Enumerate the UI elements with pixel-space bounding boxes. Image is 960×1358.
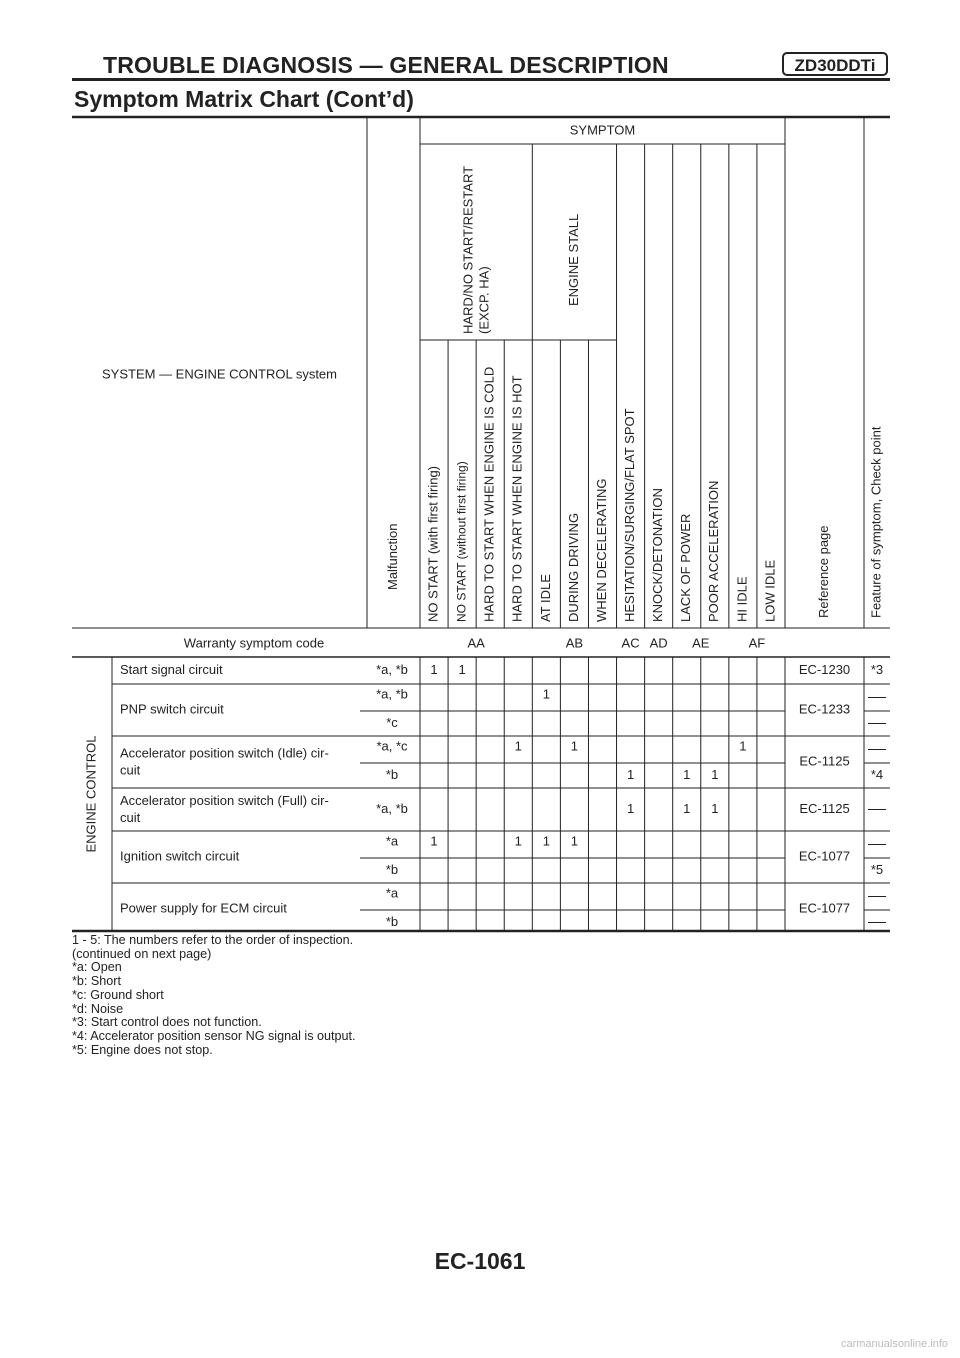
malfunction-item-name: cuit [120, 810, 141, 825]
footnote-line: *4: Accelerator position sensor NG signa… [72, 1028, 356, 1043]
footnote-line: 1 - 5: The numbers refer to the order of… [72, 933, 354, 947]
symptom-column-header: POOR ACCELERATION [706, 481, 721, 622]
symptom-column-header: HARD TO START WHEN ENGINE IS COLD [482, 367, 497, 622]
footnote-line: *5: Engine does not stop. [72, 1042, 213, 1057]
header-rule [72, 78, 890, 81]
reference-page: EC-1125 [799, 753, 849, 768]
reference-page: EC-1077 [799, 848, 850, 863]
feature-header: Feature of symptom, Check point [868, 426, 883, 618]
symptom-column-header: WHEN DECELERATING [594, 479, 609, 623]
warranty-code: AE [692, 635, 710, 650]
engine-code-badge: ZD30DDTi [782, 52, 888, 76]
failure-mode: *a, *b [376, 662, 408, 677]
reference-page: EC-1230 [799, 662, 850, 677]
inspection-order-mark: 1 [543, 833, 550, 848]
failure-mode: *b [386, 914, 398, 929]
warranty-code: AD [650, 635, 668, 650]
category-engine-control: ENGINE CONTROL [83, 735, 98, 852]
reference-page: EC-1125 [799, 801, 849, 816]
inspection-order-mark: 1 [739, 738, 746, 753]
inspection-order-mark: 1 [627, 767, 634, 782]
inspection-order-mark: 1 [683, 801, 690, 816]
failure-mode: *c [386, 715, 398, 730]
malfunction-item-name: Ignition switch circuit [120, 848, 240, 863]
failure-mode: *a [386, 885, 399, 900]
reference-page-header: Reference page [816, 525, 831, 618]
group-header-engine-stall: ENGINE STALL [566, 214, 581, 306]
malfunction-item-name: Accelerator position switch (Idle) cir- [120, 745, 329, 760]
feature-note: *3 [871, 662, 883, 677]
failure-mode: *a, *b [376, 686, 408, 701]
symptom-column-header: NO START (with first firing) [425, 466, 440, 622]
warranty-code: AA [467, 635, 485, 650]
inspection-order-mark: 1 [515, 738, 522, 753]
failure-mode: *b [386, 862, 398, 877]
group-header-hard-start-sub: (EXCP. HA) [477, 266, 492, 334]
watermark: carmanualsonline.info [840, 1338, 948, 1350]
warranty-code: AB [566, 635, 583, 650]
failure-mode: *b [386, 767, 398, 782]
failure-mode: *a [386, 833, 399, 848]
footnote-line: *a: Open [72, 960, 122, 975]
inspection-order-mark: 1 [430, 833, 437, 848]
failure-mode: *a, *b [376, 801, 408, 816]
inspection-order-mark: 1 [458, 662, 465, 677]
footnotes: 1 - 5: The numbers refer to the order of… [72, 933, 356, 1057]
symptom-column-header: HI IDLE [734, 576, 749, 622]
symptom-header: SYMPTOM [570, 122, 636, 137]
footnote-line: *b: Short [72, 974, 122, 989]
inspection-order-mark: 1 [515, 833, 522, 848]
group-header-hard-start: HARD/NO START/RESTART [461, 166, 476, 334]
symptom-column-header: LOW IDLE [762, 560, 777, 622]
inspection-order-mark: 1 [627, 801, 634, 816]
malfunction-header: Malfunction [385, 524, 400, 590]
footnote-line: *d: Noise [72, 1001, 124, 1016]
inspection-order-mark: 1 [543, 686, 550, 701]
symptom-column-header: LACK OF POWER [678, 514, 693, 622]
feature-note: *5 [871, 862, 883, 877]
malfunction-item-name: PNP switch circuit [120, 701, 224, 716]
footnote-line: (continued on next page) [72, 946, 212, 961]
malfunction-item-name: cuit [120, 762, 141, 777]
footnote-line: *c: Ground short [72, 987, 164, 1002]
page-subtitle: Symptom Matrix Chart (Cont’d) [74, 86, 414, 112]
inspection-order-mark: 1 [711, 801, 718, 816]
reference-page: EC-1077 [799, 900, 850, 915]
symptom-column-header: NO START (without first firing) [454, 461, 468, 622]
symptom-column-header: DURING DRIVING [566, 513, 581, 622]
warranty-symptom-label: Warranty symptom code [184, 635, 324, 650]
malfunction-item-name: Accelerator position switch (Full) cir- [120, 793, 329, 808]
inspection-order-mark: 1 [711, 767, 718, 782]
inspection-order-mark: 1 [683, 767, 690, 782]
warranty-code: AC [622, 635, 640, 650]
page-header-title: TROUBLE DIAGNOSIS — GENERAL DESCRIPTION [103, 52, 669, 78]
symptom-column-header: HESITATION/SURGING/FLAT SPOT [622, 408, 637, 622]
warranty-code: AF [749, 635, 766, 650]
footnote-line: *3: Start control does not function. [72, 1015, 262, 1030]
inspection-order-mark: 1 [571, 833, 578, 848]
inspection-order-mark: 1 [571, 738, 578, 753]
symptom-column-header: AT IDLE [538, 574, 553, 622]
malfunction-item-name: Power supply for ECM circuit [120, 900, 287, 915]
reference-page: EC-1233 [799, 701, 850, 716]
symptom-column-header: HARD TO START WHEN ENGINE IS HOT [510, 375, 525, 622]
failure-mode: *a, *c [376, 738, 408, 753]
inspection-order-mark: 1 [430, 662, 437, 677]
symptom-column-header: KNOCK/DETONATION [650, 488, 665, 622]
page-number: EC-1061 [434, 1248, 526, 1274]
system-label: SYSTEM — ENGINE CONTROL system [102, 366, 337, 381]
feature-note: *4 [871, 767, 883, 782]
malfunction-item-name: Start signal circuit [120, 662, 223, 677]
